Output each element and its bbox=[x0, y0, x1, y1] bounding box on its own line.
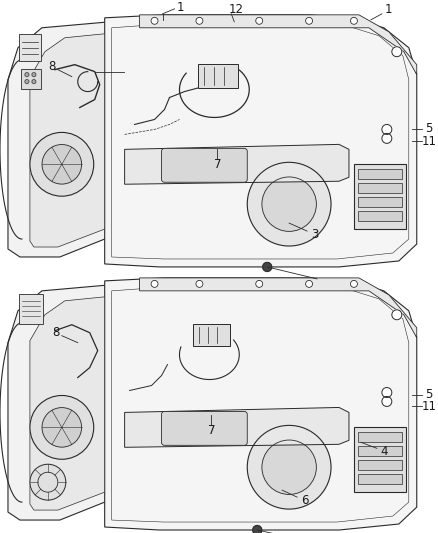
Bar bbox=[358, 474, 402, 484]
Circle shape bbox=[382, 124, 392, 134]
Circle shape bbox=[262, 177, 316, 231]
Text: 3: 3 bbox=[311, 228, 319, 240]
Bar bbox=[358, 211, 402, 221]
Circle shape bbox=[30, 464, 66, 500]
Text: 11: 11 bbox=[421, 135, 436, 148]
Bar bbox=[358, 197, 402, 207]
FancyBboxPatch shape bbox=[162, 411, 247, 445]
Circle shape bbox=[392, 310, 402, 320]
Polygon shape bbox=[30, 297, 105, 510]
Polygon shape bbox=[8, 285, 110, 520]
Bar bbox=[354, 427, 406, 492]
Text: 8: 8 bbox=[48, 60, 56, 73]
Circle shape bbox=[42, 144, 81, 184]
Text: 11: 11 bbox=[421, 400, 436, 413]
Circle shape bbox=[196, 280, 203, 287]
Text: 5: 5 bbox=[425, 122, 432, 135]
FancyBboxPatch shape bbox=[21, 69, 41, 88]
Circle shape bbox=[350, 18, 357, 25]
Bar bbox=[358, 446, 402, 456]
Circle shape bbox=[262, 440, 316, 495]
Polygon shape bbox=[140, 278, 417, 338]
Text: 7: 7 bbox=[214, 158, 221, 171]
Circle shape bbox=[151, 280, 158, 287]
Circle shape bbox=[256, 280, 263, 287]
Circle shape bbox=[382, 387, 392, 398]
Text: 5: 5 bbox=[425, 388, 432, 401]
Circle shape bbox=[42, 408, 81, 447]
Polygon shape bbox=[105, 15, 417, 267]
Circle shape bbox=[350, 280, 357, 287]
Polygon shape bbox=[105, 278, 417, 530]
Polygon shape bbox=[8, 22, 110, 257]
Circle shape bbox=[32, 72, 36, 77]
Circle shape bbox=[247, 425, 331, 509]
Circle shape bbox=[382, 397, 392, 407]
FancyBboxPatch shape bbox=[19, 294, 43, 324]
Circle shape bbox=[392, 47, 402, 56]
Text: 4: 4 bbox=[380, 445, 388, 458]
Text: 12: 12 bbox=[229, 3, 244, 17]
Bar bbox=[358, 169, 402, 179]
Text: 8: 8 bbox=[52, 326, 60, 339]
Circle shape bbox=[382, 133, 392, 143]
FancyBboxPatch shape bbox=[198, 63, 238, 87]
Circle shape bbox=[151, 18, 158, 25]
Bar bbox=[358, 461, 402, 470]
Text: 7: 7 bbox=[208, 424, 215, 437]
Polygon shape bbox=[30, 34, 105, 247]
Bar bbox=[358, 183, 402, 193]
FancyBboxPatch shape bbox=[194, 324, 230, 346]
Circle shape bbox=[306, 280, 313, 287]
Text: 1: 1 bbox=[385, 3, 392, 17]
Circle shape bbox=[30, 132, 94, 196]
Circle shape bbox=[253, 526, 262, 533]
FancyBboxPatch shape bbox=[19, 34, 41, 61]
Text: 6: 6 bbox=[301, 494, 309, 506]
Bar bbox=[358, 432, 402, 442]
Circle shape bbox=[25, 72, 29, 77]
Polygon shape bbox=[125, 144, 349, 184]
Polygon shape bbox=[125, 407, 349, 447]
FancyBboxPatch shape bbox=[162, 148, 247, 182]
Text: 1: 1 bbox=[177, 2, 184, 14]
Circle shape bbox=[247, 163, 331, 246]
Bar bbox=[354, 164, 406, 229]
Circle shape bbox=[263, 262, 272, 271]
Circle shape bbox=[306, 18, 313, 25]
Circle shape bbox=[25, 79, 29, 84]
Circle shape bbox=[30, 395, 94, 459]
Circle shape bbox=[32, 79, 36, 84]
Circle shape bbox=[256, 18, 263, 25]
Circle shape bbox=[196, 18, 203, 25]
Polygon shape bbox=[140, 15, 417, 75]
